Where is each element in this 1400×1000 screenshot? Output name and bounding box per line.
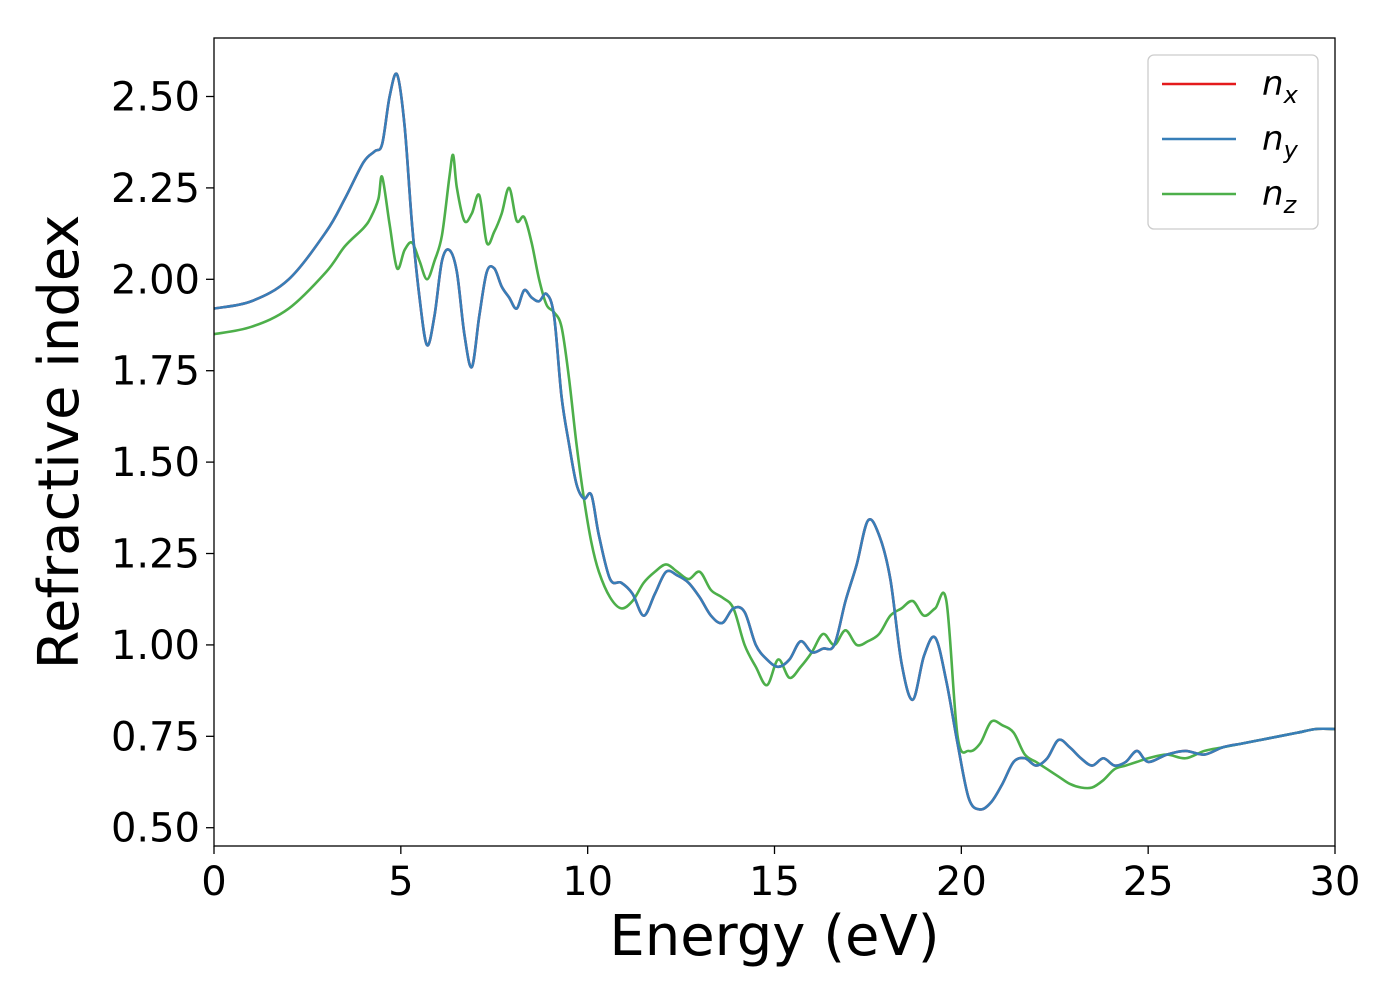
y-tick-label: 0.50 xyxy=(111,806,200,852)
x-tick-label: 5 xyxy=(388,859,413,905)
y-tick-label: 0.75 xyxy=(111,714,200,760)
y-tick-label: 2.25 xyxy=(111,166,200,212)
y-tick-label: 2.50 xyxy=(111,74,200,120)
legend-box xyxy=(1147,54,1319,230)
x-tick-label: 20 xyxy=(936,859,987,905)
series-line-ny xyxy=(214,72,1335,811)
y-tick-label: 2.00 xyxy=(111,257,200,303)
x-tick-label: 30 xyxy=(1310,859,1361,905)
y-axis-label: Refractive index xyxy=(27,215,92,670)
y-tick-label: 1.50 xyxy=(111,440,200,486)
series-layer xyxy=(214,72,1335,811)
x-tick-label: 25 xyxy=(1123,859,1174,905)
x-tick-label: 0 xyxy=(201,859,226,905)
y-tick-label: 1.75 xyxy=(111,349,200,395)
y-tick-label: 1.00 xyxy=(111,623,200,669)
x-tick-label: 10 xyxy=(562,859,613,905)
series-line-nz xyxy=(214,153,1335,790)
x-tick-label: 15 xyxy=(749,859,800,905)
x-axis-label: Energy (eV) xyxy=(609,904,939,969)
y-axis-ticks: 0.50 0.75 1.00 1.25 1.50 1.75 2.00 2.25 2.50 xyxy=(111,74,214,852)
x-axis-ticks: 0 5 10 15 20 25 30 xyxy=(201,846,1360,905)
y-tick-label: 1.25 xyxy=(111,532,200,578)
